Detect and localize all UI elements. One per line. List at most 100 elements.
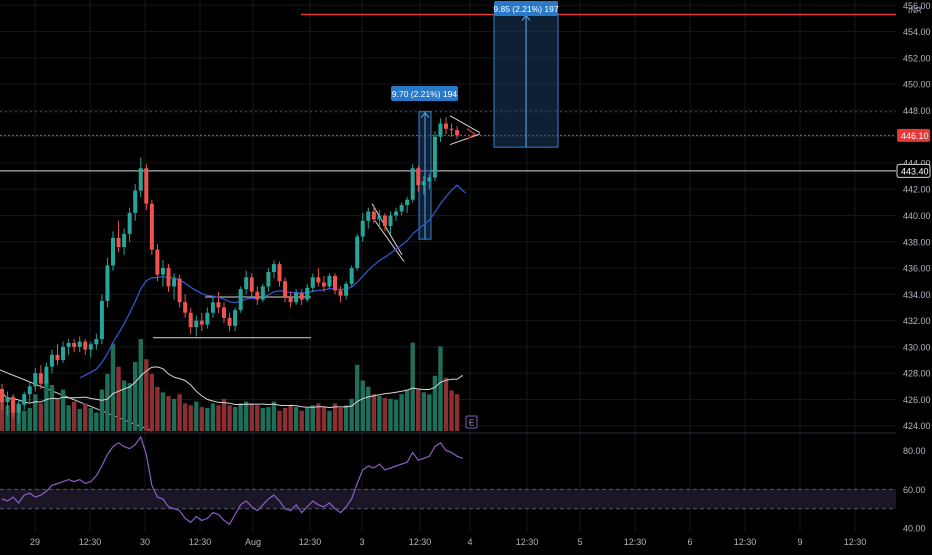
volume-bar xyxy=(377,396,382,431)
volume-bar xyxy=(438,346,443,431)
candle-body xyxy=(105,265,110,301)
candle-body xyxy=(233,310,238,326)
candle-body xyxy=(205,312,210,325)
candle-body xyxy=(0,388,4,403)
time-tick-label: 12:30 xyxy=(734,537,757,547)
rsi-tick-label: 80.00 xyxy=(903,446,926,456)
candle-body xyxy=(77,341,82,347)
candle-body xyxy=(227,317,232,326)
candle-body xyxy=(455,130,460,136)
volume-bar xyxy=(321,407,327,431)
volume-bar xyxy=(127,383,132,431)
candle-body xyxy=(183,302,188,313)
volume-bar xyxy=(355,364,360,431)
candle-body xyxy=(405,199,410,205)
volume-bar xyxy=(305,408,310,431)
volume-bar xyxy=(316,403,321,431)
volume-bar xyxy=(338,408,343,431)
price-tick-label: 434.00 xyxy=(903,290,931,300)
volume-bar xyxy=(38,403,44,431)
volume-bar xyxy=(454,394,460,431)
measure-label-2-bg xyxy=(494,1,558,16)
candle-body xyxy=(244,277,249,290)
volume-bar xyxy=(99,389,105,431)
candle-body xyxy=(210,302,215,313)
volume-bar xyxy=(33,394,38,431)
candle-body xyxy=(22,394,27,405)
measure-label-2: 9.85 (2.21%) 197 xyxy=(493,4,558,14)
volume-bar xyxy=(271,401,277,431)
candle-body xyxy=(294,293,299,303)
candle-body xyxy=(444,123,448,129)
volume-bar xyxy=(293,407,299,431)
measure-label-1: 9.70 (2.21%) 194 xyxy=(392,89,457,99)
time-tick-label: 9 xyxy=(797,537,802,547)
volume-bar xyxy=(166,396,171,431)
time-tick-label: 30 xyxy=(140,537,150,547)
volume-bar xyxy=(393,399,399,431)
time-tick-label: 3 xyxy=(359,537,364,547)
volume-ma xyxy=(1,366,463,409)
flag-line-top xyxy=(371,203,403,256)
level-lines xyxy=(0,13,896,172)
candle-body xyxy=(333,275,337,291)
candle-body xyxy=(155,249,160,275)
candle-body xyxy=(16,404,21,413)
candle-body xyxy=(55,354,60,361)
candle-body xyxy=(138,168,143,191)
price-tick-label: 448.00 xyxy=(903,106,931,116)
time-tick-label: 12:30 xyxy=(624,537,647,547)
volume-bar xyxy=(449,390,454,431)
candle-body xyxy=(238,289,243,311)
time-tick-label: 12:30 xyxy=(516,537,539,547)
candle-body xyxy=(310,277,315,288)
marked-line-badge xyxy=(896,163,931,178)
price-tick-label: 454.00 xyxy=(903,27,931,37)
time-tick-label: Aug xyxy=(245,537,261,547)
volume-bar xyxy=(160,392,166,431)
volume-bar xyxy=(410,342,415,431)
candle-body xyxy=(177,278,182,303)
time-tick-label: 12:30 xyxy=(79,537,102,547)
candle-body xyxy=(299,293,304,300)
volume-bar xyxy=(232,407,238,431)
candle-body xyxy=(194,320,199,328)
candle-body xyxy=(99,300,104,340)
grid-layer xyxy=(0,0,896,532)
falling-trend-line xyxy=(0,369,153,432)
candle-body xyxy=(360,220,365,237)
marked-line-label: 443.40 xyxy=(901,166,929,176)
overlay-labels: 9.70 (2.21%) 194 9.85 (2.21%) 197 E xyxy=(391,1,559,429)
volume-bar xyxy=(399,394,404,431)
volume-bar xyxy=(332,403,338,431)
measure-arrow-head-1 xyxy=(420,111,430,119)
price-tick-label: 438.00 xyxy=(903,237,931,247)
candle-body xyxy=(83,341,88,350)
volume-bar xyxy=(60,389,66,431)
pennant-marker xyxy=(466,128,477,140)
candle-body xyxy=(149,203,154,250)
candle-body xyxy=(355,236,360,269)
candle-body xyxy=(33,373,38,387)
volume-bar xyxy=(404,389,410,431)
candle-body xyxy=(271,264,276,273)
volume-bar xyxy=(388,398,393,431)
candle-body xyxy=(388,215,393,227)
volume-bar xyxy=(366,386,371,431)
rsi-line xyxy=(1,435,463,526)
volume-bar xyxy=(349,398,354,431)
volume-bar xyxy=(44,380,49,431)
pennant-line-top xyxy=(449,115,481,134)
volume-bar xyxy=(299,410,304,431)
candle-body xyxy=(116,237,121,248)
candle-body xyxy=(321,282,326,287)
volume-bar xyxy=(155,386,160,431)
candle-body xyxy=(66,342,71,347)
time-tick-label: 12:30 xyxy=(299,537,322,547)
candle-body xyxy=(366,211,371,221)
volume-bar xyxy=(171,398,177,431)
price-tick-label: 450.00 xyxy=(903,80,931,90)
volume-bar xyxy=(255,405,260,431)
